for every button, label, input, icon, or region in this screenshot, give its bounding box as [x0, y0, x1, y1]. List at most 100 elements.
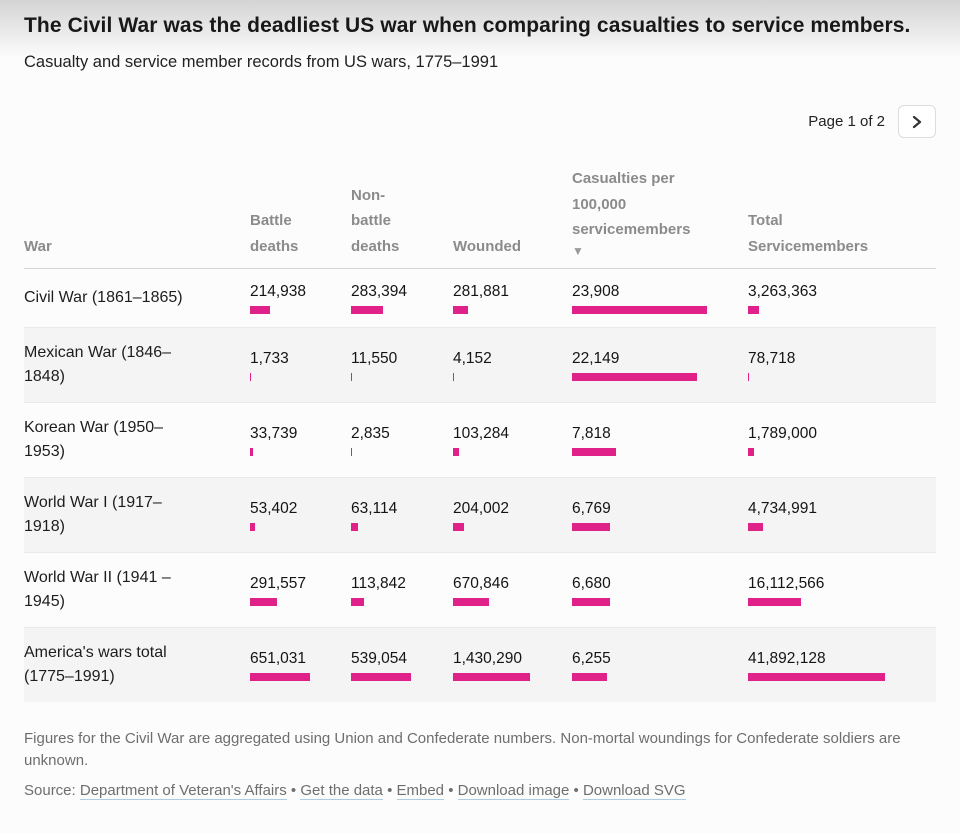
value-cell: 4,734,991: [748, 477, 936, 552]
value-cell: 103,284: [453, 402, 572, 477]
column-header-casualties-per-100000[interactable]: Casualties per 100,000 servicemembers ▼: [572, 166, 748, 270]
value-cell: 204,002: [453, 477, 572, 552]
cell-value: 7,818: [572, 425, 611, 443]
cell-value: 1,789,000: [748, 425, 817, 443]
cell-value: 204,002: [453, 500, 510, 518]
cell-value: 41,892,128: [748, 650, 826, 668]
download-image-link[interactable]: Download image: [457, 782, 570, 801]
cell-value: 4,152: [453, 350, 492, 368]
cell-value: 4,734,991: [748, 500, 817, 518]
war-name: World War II (1941 – 1945): [24, 568, 171, 610]
value-cell: 11,550: [351, 327, 453, 402]
value-cell: 670,846: [453, 552, 572, 627]
footnote: Figures for the Civil War are aggregated…: [24, 729, 901, 769]
value-bar: [453, 372, 454, 381]
value-bar: [250, 372, 251, 381]
cell-value: 63,114: [351, 500, 398, 518]
cell-value: 291,557: [250, 575, 307, 593]
table-row: America's wars total (1775–1991) 651,031 5…: [24, 627, 936, 702]
value-bar: [572, 597, 610, 606]
value-bar: [453, 672, 530, 681]
value-cell: 539,054: [351, 627, 453, 702]
value-cell: 53,402: [250, 477, 351, 552]
value-cell: 41,892,128: [748, 627, 936, 702]
pagination: Page 1 of 2: [24, 105, 936, 139]
cell-value: 281,881: [453, 283, 510, 301]
value-bar: [250, 522, 255, 531]
war-cell: Korean War (1950–1953): [24, 402, 250, 477]
value-cell: 7,818: [572, 402, 748, 477]
chevron-right-icon: [911, 115, 923, 129]
value-bar: [351, 597, 364, 606]
column-header-war[interactable]: War: [24, 166, 250, 270]
value-bar: [748, 597, 801, 606]
value-cell: 1,733: [250, 327, 351, 402]
war-cell: World War I (1917–1918): [24, 477, 250, 552]
cell-value: 1,733: [250, 350, 289, 368]
cell-value: 6,680: [572, 575, 611, 593]
cell-value: 22,149: [572, 350, 620, 368]
download-svg-link[interactable]: Download SVG: [582, 782, 686, 801]
value-bar: [572, 672, 607, 681]
value-bar: [572, 447, 616, 456]
value-bar: [572, 522, 610, 531]
cell-value: 283,394: [351, 283, 408, 301]
link-separator: •: [286, 782, 297, 800]
war-cell: Mexican War (1846–1848): [24, 327, 250, 402]
embed-link[interactable]: Embed: [396, 782, 445, 801]
table-row: Civil War (1861–1865) 214,938 283,394 281,8…: [24, 269, 936, 327]
value-bar: [351, 672, 411, 681]
value-cell: 2,835: [351, 402, 453, 477]
value-bar: [351, 372, 352, 381]
cell-value: 53,402: [250, 500, 298, 518]
value-bar: [453, 597, 489, 606]
value-bar: [250, 597, 277, 606]
war-name: Civil War (1861–1865): [24, 289, 183, 307]
link-separator: •: [569, 782, 579, 800]
value-cell: 6,769: [572, 477, 748, 552]
value-bar: [748, 522, 763, 531]
value-cell: 283,394: [351, 269, 453, 327]
source-link[interactable]: Department of Veteran's Affairs: [79, 782, 287, 801]
value-cell: 1,789,000: [748, 402, 936, 477]
cell-value: 539,054: [351, 650, 408, 668]
column-header-wounded[interactable]: Wounded: [453, 166, 572, 270]
value-bar: [572, 305, 707, 314]
value-bar: [250, 447, 253, 456]
sort-descending-icon: ▼: [572, 243, 584, 258]
page-title: The Civil War was the deadliest US war w…: [24, 14, 911, 37]
get-the-data-link[interactable]: Get the data: [300, 782, 383, 801]
war-name: Korean War (1950–1953): [24, 418, 164, 460]
value-bar: [453, 305, 468, 314]
cell-value: 103,284: [453, 425, 510, 443]
link-separator: •: [382, 782, 393, 800]
value-cell: 4,152: [453, 327, 572, 402]
cell-value: 23,908: [572, 283, 620, 301]
value-cell: 22,149: [572, 327, 748, 402]
page-subtitle: Casualty and service member records from…: [24, 52, 499, 71]
value-cell: 6,255: [572, 627, 748, 702]
war-cell: America's wars total (1775–1991): [24, 627, 250, 702]
value-bar: [453, 522, 464, 531]
value-bar: [748, 372, 749, 381]
cell-value: 214,938: [250, 283, 307, 301]
value-cell: 16,112,566: [748, 552, 936, 627]
table-row: Mexican War (1846–1848) 1,733 11,550 4,152 2…: [24, 327, 936, 403]
column-header-non-battle-deaths[interactable]: Non-battle deaths: [351, 166, 453, 270]
value-cell: 33,739: [250, 402, 351, 477]
next-page-button[interactable]: [898, 105, 936, 139]
table-row: World War II (1941 – 1945) 291,557 113,842…: [24, 552, 936, 627]
link-separator: •: [444, 782, 454, 800]
cell-value: 16,112,566: [748, 575, 825, 593]
cell-value: 670,846: [453, 575, 510, 593]
value-cell: 1,430,290: [453, 627, 572, 702]
value-bar: [351, 305, 383, 314]
value-cell: 214,938: [250, 269, 351, 327]
page-indicator: Page 1 of 2: [808, 113, 885, 131]
war-name: World War I (1917–1918): [24, 493, 162, 535]
column-header-total-servicemembers[interactable]: Total Servicemembers: [748, 166, 936, 270]
cell-value: 113,842: [351, 575, 406, 593]
value-bar: [748, 672, 885, 681]
value-cell: 281,881: [453, 269, 572, 327]
column-header-battle-deaths[interactable]: Battle deaths: [250, 166, 351, 270]
